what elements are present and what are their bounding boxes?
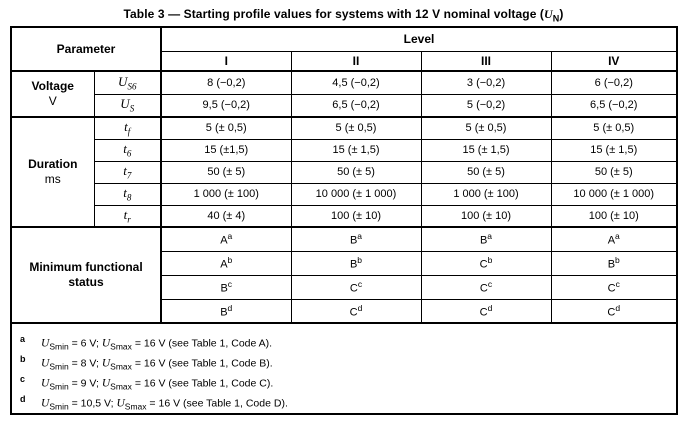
header-parameter: Parameter <box>10 26 162 72</box>
status-cell: Cc <box>290 274 422 300</box>
table-row: t8 1 000 (± 100) 10 000 (± 1 000) 1 000 … <box>11 182 678 206</box>
value-cell: 3 (−0,2) <box>420 70 552 95</box>
value-cell: 5 (± 0,5) <box>420 116 552 140</box>
starting-profile-table: Parameter Level I II III IV Voltage V US… <box>10 26 678 415</box>
status-cell: Ba <box>420 226 552 252</box>
parameter-symbol-t6: t6 <box>93 138 162 162</box>
value-cell: 1 000 (± 100) <box>160 182 292 206</box>
parameter-symbol-t8: t8 <box>93 182 162 206</box>
table-row: Parameter Level <box>10 26 678 72</box>
footnote-a: a USmin = 6 V; USmax = 16 V (see Table 1,… <box>20 334 273 352</box>
status-cell: Ba <box>290 226 422 252</box>
status-cell: Bc <box>160 274 292 300</box>
voltage-symbol: U <box>544 7 553 21</box>
value-cell: 15 (± 1,5) <box>290 138 422 162</box>
value-cell: 5 (± 0,5) <box>290 116 422 140</box>
table-title: Table 3 — Starting profile values for sy… <box>0 0 687 26</box>
value-cell: 50 (± 5) <box>550 160 678 184</box>
table-row: Bd Cd Cd Cd <box>11 298 678 324</box>
value-cell: 1 000 (± 100) <box>420 182 552 206</box>
value-cell: 10 000 (± 1 000) <box>550 182 678 206</box>
table-row: t7 50 (± 5) 50 (± 5) 50 (± 5) 50 (± 5) <box>11 160 678 184</box>
min-functional-status-label: Minimum functional status <box>10 226 162 324</box>
header-level-4: IV <box>550 50 678 72</box>
header-level-2: II <box>290 50 422 72</box>
status-cell: Ab <box>160 250 292 276</box>
duration-group-label: Duration ms <box>10 116 95 228</box>
value-cell: 15 (±1,5) <box>160 138 292 162</box>
parameter-symbol-tf: tf <box>93 116 162 140</box>
header-level-3: III <box>420 50 552 72</box>
status-cell: Cd <box>290 298 422 324</box>
value-cell: 15 (± 1,5) <box>550 138 678 162</box>
parameter-symbol-us6: US6 <box>93 70 162 95</box>
value-cell: 50 (± 5) <box>420 160 552 184</box>
status-cell: Cd <box>420 298 552 324</box>
parameter-symbol-t7: t7 <box>93 160 162 184</box>
table-title-text: Table 3 — Starting profile values for sy… <box>123 7 544 21</box>
value-cell: 100 (± 10) <box>290 204 422 228</box>
value-cell: 50 (± 5) <box>290 160 422 184</box>
table-row: tr 40 (± 4) 100 (± 10) 100 (± 10) 100 (±… <box>11 204 678 228</box>
value-cell: 5 (± 0,5) <box>550 116 678 140</box>
voltage-unit: V <box>48 94 57 108</box>
voltage-symbol-subscript: N <box>552 13 560 24</box>
value-cell: 50 (± 5) <box>160 160 292 184</box>
value-cell: 6,5 (−0,2) <box>550 93 678 118</box>
footnote-c: c USmin = 9 V; USmax = 16 V (see Table 1,… <box>20 374 274 392</box>
status-cell: Aa <box>550 226 678 252</box>
status-cell: Aa <box>160 226 292 252</box>
value-cell: 9,5 (−0,2) <box>160 93 292 118</box>
status-cell: Bb <box>290 250 422 276</box>
value-cell: 10 000 (± 1 000) <box>290 182 422 206</box>
status-cell: Cb <box>420 250 552 276</box>
header-level: Level <box>160 26 678 52</box>
value-cell: 100 (± 10) <box>420 204 552 228</box>
value-cell: 5 (−0,2) <box>420 93 552 118</box>
table-row: Voltage V US6 8 (−0,2) 4,5 (−0,2) 3 (−0,… <box>10 70 678 118</box>
duration-label: Duration <box>28 157 78 171</box>
table-row: Minimum functional status Aa Ba Ba Aa <box>10 226 678 324</box>
value-cell: 6 (−0,2) <box>550 70 678 95</box>
voltage-group-label: Voltage V <box>10 70 95 118</box>
status-cell: Cc <box>420 274 552 300</box>
duration-unit: ms <box>44 172 61 186</box>
table-title-close: ) <box>559 7 564 21</box>
table-row: t6 15 (±1,5) 15 (± 1,5) 15 (± 1,5) 15 (±… <box>11 138 678 162</box>
footnotes-section: a USmin = 6 V; USmax = 16 V (see Table 1,… <box>10 322 678 415</box>
header-level-1: I <box>160 50 292 72</box>
table-row: US 9,5 (−0,2) 6,5 (−0,2) 5 (−0,2) 6,5 (−… <box>11 93 678 118</box>
status-cell: Bd <box>160 298 292 324</box>
table-row: Bc Cc Cc Cc <box>11 274 678 300</box>
status-cell: Bb <box>550 250 678 276</box>
value-cell: 6,5 (−0,2) <box>290 93 422 118</box>
footnote-d: d USmin = 10,5 V; USmax = 16 V (see Table… <box>20 394 288 412</box>
table-row: Duration ms tf 5 (± 0,5) 5 (± 0,5) 5 (± … <box>10 116 678 228</box>
value-cell: 15 (± 1,5) <box>420 138 552 162</box>
footnote-b: b USmin = 8 V; USmax = 16 V (see Table 1,… <box>20 354 273 372</box>
table-row: I II III IV <box>11 50 678 72</box>
value-cell: 5 (± 0,5) <box>160 116 292 140</box>
status-cell: Cc <box>550 274 678 300</box>
parameter-symbol-us: US <box>93 93 162 118</box>
value-cell: 4,5 (−0,2) <box>290 70 422 95</box>
parameter-symbol-tr: tr <box>93 204 162 228</box>
table-row: a USmin = 6 V; USmax = 16 V (see Table 1,… <box>10 322 678 415</box>
value-cell: 8 (−0,2) <box>160 70 292 95</box>
status-cell: Cd <box>550 298 678 324</box>
value-cell: 40 (± 4) <box>160 204 292 228</box>
value-cell: 100 (± 10) <box>550 204 678 228</box>
voltage-label: Voltage <box>31 79 74 93</box>
